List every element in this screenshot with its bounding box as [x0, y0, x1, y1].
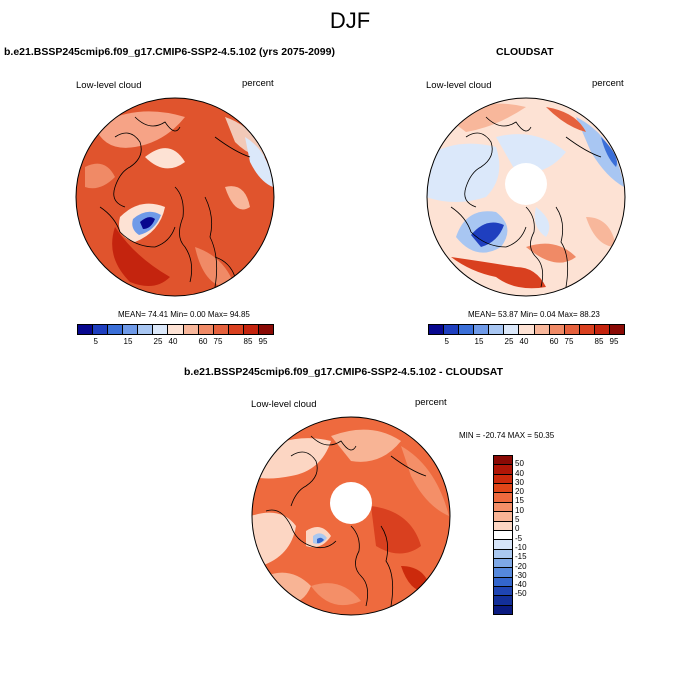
colorbar-label: 30: [515, 477, 524, 487]
colorbar-label: -5: [515, 533, 523, 543]
panel-3-colorbar: [493, 455, 513, 615]
colorbar-swatch: [138, 325, 154, 334]
colorbar-swatch: [444, 325, 460, 334]
panel-2-colorbar: [428, 324, 625, 335]
colorbar-swatch: [494, 456, 512, 466]
colorbar-swatch: [549, 325, 565, 334]
colorbar-label: 75: [564, 337, 574, 346]
panel-1-colorbar: [77, 324, 274, 335]
colorbar-swatch: [594, 325, 610, 334]
colorbar-swatch: [494, 596, 512, 606]
panel-3-stats: MIN = -20.74 MAX = 50.35: [459, 431, 555, 440]
colorbar-label: 60: [549, 337, 559, 346]
colorbar-label: 15: [474, 337, 484, 346]
colorbar-label: 85: [594, 337, 604, 346]
panel-2-map: [426, 97, 626, 297]
panel-3-colorbar-labels: 50 40 30 20 15 10 5 0 -5 -10 -15 -20 -30 -40 -50: [515, 455, 555, 613]
colorbar-swatch: [494, 558, 512, 569]
colorbar-swatch: [459, 325, 475, 334]
colorbar-label: 0: [515, 524, 520, 534]
colorbar-label: 5: [93, 337, 98, 346]
colorbar-label: 40: [515, 468, 524, 478]
colorbar-swatch: [78, 325, 94, 334]
colorbar-swatch: [519, 325, 535, 334]
colorbar-swatch: [494, 605, 512, 615]
colorbar-swatch: [168, 325, 184, 334]
panel-1-map: [75, 97, 275, 297]
colorbar-label: 15: [515, 496, 524, 506]
colorbar-label: 95: [609, 337, 619, 346]
colorbar-swatch: [474, 325, 490, 334]
panel-2-title: CLOUDSAT: [496, 46, 554, 58]
colorbar-swatch: [108, 325, 124, 334]
colorbar-swatch: [494, 577, 512, 588]
colorbar-label: 40: [168, 337, 178, 346]
colorbar-swatch: [579, 325, 595, 334]
colorbar-swatch: [494, 502, 512, 513]
colorbar-swatch: [494, 568, 512, 578]
colorbar-swatch: [198, 325, 214, 334]
colorbar-label: 60: [198, 337, 208, 346]
colorbar-swatch: [123, 325, 139, 334]
colorbar-label: -20: [515, 561, 527, 571]
panel-3-units: percent: [415, 397, 447, 408]
colorbar-swatch: [494, 512, 512, 522]
colorbar-label: 25: [153, 337, 163, 346]
colorbar-label: 15: [123, 337, 133, 346]
colorbar-swatch: [258, 325, 274, 334]
colorbar-label: 5: [444, 337, 449, 346]
panel-2-units: percent: [592, 78, 624, 89]
panel-1-colorbar-labels: 5 15 25 40 60 75 85 95: [77, 337, 272, 349]
colorbar-swatch: [494, 549, 512, 559]
colorbar-swatch: [489, 325, 505, 334]
colorbar-swatch: [93, 325, 109, 334]
colorbar-label: -10: [515, 542, 527, 552]
colorbar-swatch: [494, 530, 512, 541]
colorbar-label: 10: [515, 505, 524, 515]
panel-1-variable: Low-level cloud: [76, 80, 142, 91]
colorbar-swatch: [429, 325, 445, 334]
panel-3-map: [251, 416, 451, 616]
colorbar-swatch: [153, 325, 169, 334]
colorbar-label: 50: [515, 459, 524, 469]
colorbar-swatch: [564, 325, 580, 334]
colorbar-label: 85: [243, 337, 253, 346]
colorbar-label: 95: [258, 337, 268, 346]
colorbar-swatch: [494, 521, 512, 531]
colorbar-label: 5: [515, 515, 520, 525]
colorbar-swatch: [494, 540, 512, 550]
panel-1-units: percent: [242, 78, 274, 89]
panel-2-stats: MEAN= 53.87 Min= 0.04 Max= 88.23: [468, 310, 600, 319]
colorbar-label: -30: [515, 570, 527, 580]
colorbar-swatch: [504, 325, 520, 334]
colorbar-label: -15: [515, 552, 527, 562]
colorbar-swatch: [534, 325, 550, 334]
colorbar-swatch: [494, 465, 512, 475]
panel-2-variable: Low-level cloud: [426, 80, 492, 91]
colorbar-label: -40: [515, 580, 527, 590]
panel-1-stats: MEAN= 74.41 Min= 0.00 Max= 94.85: [118, 310, 250, 319]
colorbar-swatch: [494, 484, 512, 494]
colorbar-label: 25: [504, 337, 514, 346]
colorbar-label: -50: [515, 589, 527, 599]
colorbar-label: 75: [213, 337, 223, 346]
colorbar-label: 20: [515, 487, 524, 497]
colorbar-swatch: [183, 325, 199, 334]
colorbar-swatch: [243, 325, 259, 334]
colorbar-swatch: [494, 474, 512, 485]
colorbar-swatch: [494, 587, 512, 597]
colorbar-swatch: [609, 325, 625, 334]
season-title: DJF: [329, 8, 371, 33]
panel-1-title: b.e21.BSSP245cmip6.f09_g17.CMIP6-SSP2-4.…: [4, 46, 335, 58]
panel-2-colorbar-labels: 5 15 25 40 60 75 85 95: [428, 337, 623, 349]
colorbar-label: 40: [519, 337, 529, 346]
colorbar-swatch: [494, 493, 512, 503]
panel-3-variable: Low-level cloud: [251, 399, 317, 410]
colorbar-swatch: [213, 325, 229, 334]
colorbar-swatch: [228, 325, 244, 334]
panel-3-title: b.e21.BSSP245cmip6.f09_g17.CMIP6-SSP2-4.…: [184, 366, 504, 378]
